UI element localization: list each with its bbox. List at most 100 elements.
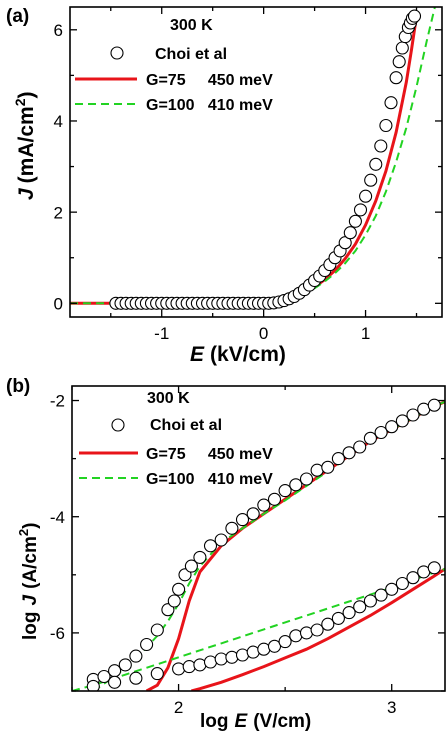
panel-a-x-tick-label: 1 [361, 324, 370, 343]
panel-a-data-point [384, 96, 398, 110]
panel-b-data-point [321, 460, 335, 474]
panel-b-legend-item-2: G=100 410 meV [146, 471, 273, 488]
panel-b-y-label-pre: log [20, 612, 41, 641]
panel-b-y-label-var: J [20, 595, 41, 606]
panel-b-data-point [108, 664, 122, 678]
panel-a-series-2-line [70, 7, 436, 305]
panel-b-y-tick-label: -4 [50, 508, 65, 527]
panel-b-data-point [406, 571, 420, 585]
panel-b-data-point [203, 655, 218, 669]
panel-a-y-tick-label: 2 [54, 203, 63, 222]
panel-b-data-point [278, 484, 292, 498]
panel-a-y-label: J (mA/cm2) [12, 91, 38, 200]
panel-a-data-point [348, 214, 362, 228]
panel-b-data-point [331, 611, 345, 625]
panel-b-series-5-line [72, 568, 445, 691]
panel-b-data-point [118, 658, 132, 672]
panel-b-data-point [427, 398, 441, 412]
panel-b-data-point [353, 440, 367, 454]
panel-b-data-point [97, 669, 111, 684]
panel-b-data-point [203, 539, 218, 553]
panel-a-data-point [392, 55, 406, 69]
panel-b-data-point [257, 498, 271, 512]
panel-a-data-point [395, 41, 409, 55]
panel-b-x-label: log E (V/cm) [200, 711, 311, 732]
panel-a-data-point [369, 157, 383, 171]
panel-b-data-point [427, 561, 441, 575]
panel-b-data-point [331, 452, 345, 466]
panel-b-legend-header: 300 K [147, 390, 190, 407]
panel-b-data-point [235, 648, 250, 662]
panel-b-ticks: 2 3 -6 -4 -2 [50, 386, 445, 717]
panel-b-data-point [278, 635, 292, 649]
panel-b-data-point [321, 617, 335, 631]
panel-b-series-3-line [191, 567, 445, 691]
panel-b-data-point [406, 408, 420, 422]
panel-b-data-point [310, 463, 324, 477]
panel-b-y-tick-label: -6 [50, 624, 65, 643]
panel-a-y-tick-label: 0 [54, 294, 63, 313]
panel-b-data-point [267, 639, 282, 653]
panel-b-data-point [225, 650, 239, 664]
panel-b-x-label-unit: (V/cm) [253, 711, 311, 732]
panel-b-data-point [363, 594, 377, 608]
panel-b-data-point [395, 576, 409, 591]
panel-b-data-point [374, 425, 388, 440]
panel-b-y-label: log J (A/cm2) [16, 523, 41, 640]
panel-b-frame [71, 385, 446, 692]
panel-b-data-point [289, 478, 303, 492]
panel-b-data-point [86, 679, 100, 691]
panel-a-x-label-var: E [190, 343, 205, 366]
panel-a-legend-item-2: G=100 410 meV [146, 97, 273, 114]
panel-b-data-point [150, 667, 164, 681]
panel-a-legend-marker [110, 46, 124, 60]
panel-a-y-label-var: J [15, 187, 38, 200]
panel-a-legend-item-0: Choi et al [155, 46, 227, 63]
panel-a-data-point [359, 189, 373, 203]
panel-a-y-label-unit: (mA/cm [15, 106, 38, 183]
panel-a-legend: 300 K Choi et al G=75 450 meV G=100 410 … [75, 17, 273, 114]
panel-b-data-point [140, 637, 154, 652]
panel-b-data-point [214, 533, 228, 547]
panel-b-legend-item-1: G=75 450 meV [146, 446, 273, 463]
panel-b-data-point [385, 582, 399, 596]
panel-b-data-point [193, 550, 207, 564]
panel-a-y-tick-label: 4 [54, 112, 63, 131]
panel-a-x-label: E (kV/cm) [190, 343, 286, 366]
panel-a-y-label-sup: 2 [12, 98, 28, 106]
panel-b-chart: (b) 2 3 -6 -4 -2 300 K Choi et al G=75 450 m… [6, 376, 446, 732]
panel-a-data-point [364, 173, 378, 187]
panel-a-data-point [407, 9, 422, 23]
panel-a-x-tick-label: -1 [154, 324, 169, 343]
panel-a-data-point [343, 226, 357, 240]
panel-b-x-label-var: E [235, 711, 249, 732]
panel-b-data-point [299, 472, 314, 486]
panel-b-legend: 300 K Choi et al G=75 450 meV G=100 410 … [79, 390, 273, 488]
panel-b-data-point [150, 623, 164, 637]
panel-b-plot-area [72, 398, 445, 691]
panel-b-data-point [214, 652, 228, 666]
panel-b-data-point [129, 649, 143, 663]
panel-b-x-label-pre: log [200, 711, 229, 732]
panel-b-data-point [108, 675, 122, 689]
panel-a-y-tick-label: 6 [54, 21, 63, 40]
panel-b-data-point [129, 671, 143, 685]
panel-b-data-point [167, 594, 181, 608]
panel-a-x-label-unit: (kV/cm) [210, 343, 286, 366]
panel-b-x-tick-label: 2 [174, 698, 183, 717]
panel-b-data-point [225, 521, 239, 535]
panel-b-legend-item-0: Choi et al [150, 417, 222, 434]
panel-b-data-point [182, 660, 196, 674]
panel-b-x-tick-label: 3 [387, 698, 396, 717]
panel-a-data-point [389, 71, 403, 85]
panel-b-data-point [353, 600, 367, 614]
panel-b-data-point [342, 606, 356, 620]
panel-a-chart: (a) -1 0 1 0 2 4 6 300 K Choi et al G=75 450 m… [6, 6, 443, 366]
panel-b-legend-marker [111, 418, 125, 432]
panel-a-legend-header: 300 K [170, 17, 213, 34]
panel-b-series-4-line [92, 400, 445, 691]
panel-a-data-point [379, 118, 393, 133]
panel-b-y-tick-label: -2 [50, 392, 65, 411]
panel-b-data-point [374, 588, 388, 602]
